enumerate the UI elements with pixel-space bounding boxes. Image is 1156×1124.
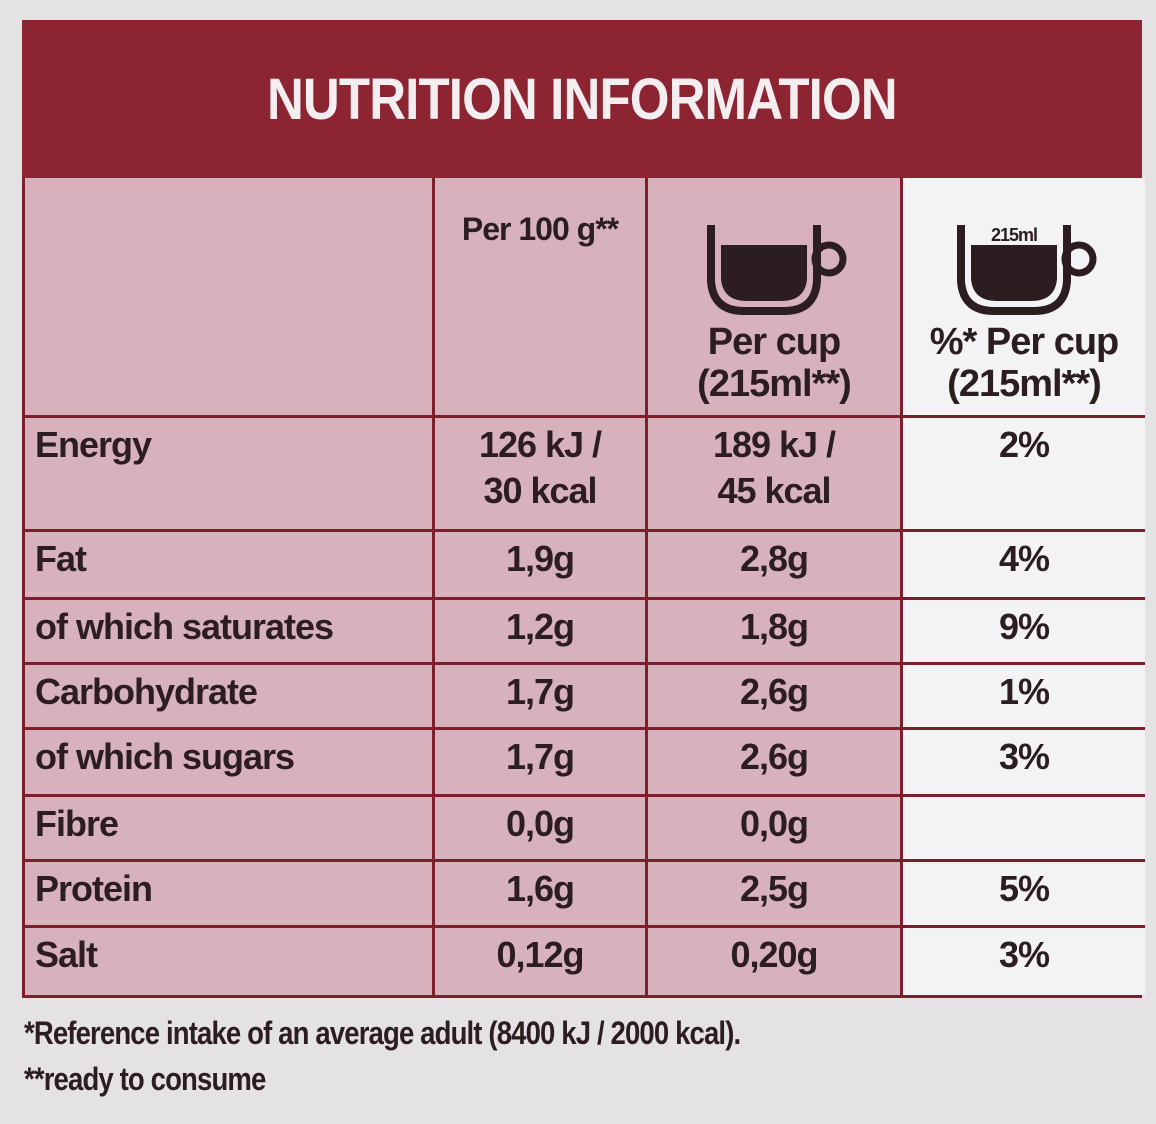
nutrient-value: 0,0g — [648, 797, 903, 862]
nutrient-name: of which saturates — [25, 600, 435, 665]
column-heading: Per 100 g** — [461, 211, 619, 247]
column-heading: Per cup (215ml**) — [697, 321, 852, 405]
nutrient-value: 0,0g — [435, 797, 648, 862]
nutrient-name: Energy — [25, 418, 435, 532]
cup-icon — [707, 225, 847, 315]
nutrient-value: 2,8g — [648, 532, 903, 600]
nutrient-name: of which sugars — [25, 730, 435, 797]
nutrient-value: 0,20g — [648, 928, 903, 995]
nutrient-value: 2,5g — [648, 862, 903, 928]
nutrient-value: 1,7g — [435, 730, 648, 797]
title: NUTRITION INFORMATION — [267, 66, 898, 132]
nutrition-table: Per 100 g** Per cup (215ml**) 215ml %* Per … — [22, 178, 1145, 998]
nutrient-value: 5% — [903, 862, 1145, 928]
nutrient-value: 3% — [903, 928, 1145, 995]
nutrient-value: 2,6g — [648, 665, 903, 730]
nutrient-name: Fibre — [25, 797, 435, 862]
column-heading: %* Per cup (215ml**) — [929, 321, 1120, 405]
nutrient-name: Salt — [25, 928, 435, 995]
footnotes: *Reference intake of an average adult (8… — [24, 1010, 857, 1102]
header-cell: Per 100 g** — [435, 178, 648, 418]
nutrient-value: 1,2g — [435, 600, 648, 665]
cup-label: 215ml — [991, 225, 1037, 245]
header-cell — [25, 178, 435, 418]
nutrient-value — [903, 797, 1145, 862]
nutrient-value: 126 kJ / 30 kcal — [435, 418, 648, 532]
nutrient-value: 4% — [903, 532, 1145, 600]
nutrient-value: 1,9g — [435, 532, 648, 600]
nutrient-value: 9% — [903, 600, 1145, 665]
nutrient-value: 1,6g — [435, 862, 648, 928]
nutrient-value: 189 kJ / 45 kcal — [648, 418, 903, 532]
header-cell: Per cup (215ml**) — [648, 178, 903, 418]
nutrient-value: 2,6g — [648, 730, 903, 797]
nutrient-value: 1% — [903, 665, 1145, 730]
nutrient-name: Carbohydrate — [25, 665, 435, 730]
nutrient-value: 1,8g — [648, 600, 903, 665]
nutrient-name: Fat — [25, 532, 435, 600]
header-cell: 215ml %* Per cup (215ml**) — [903, 178, 1145, 418]
nutrition-label: NUTRITION INFORMATION Per 100 g** Per cup… — [22, 20, 1145, 998]
nutrient-value: 3% — [903, 730, 1145, 797]
footnote: *Reference intake of an average adult (8… — [24, 1015, 741, 1051]
nutrient-value: 1,7g — [435, 665, 648, 730]
title-band: NUTRITION INFORMATION — [22, 20, 1142, 178]
footnote: **ready to consume — [24, 1061, 266, 1097]
nutrient-name: Protein — [25, 862, 435, 928]
nutrient-value: 2% — [903, 418, 1145, 532]
nutrient-value: 0,12g — [435, 928, 648, 995]
cup-icon: 215ml — [957, 225, 1097, 315]
